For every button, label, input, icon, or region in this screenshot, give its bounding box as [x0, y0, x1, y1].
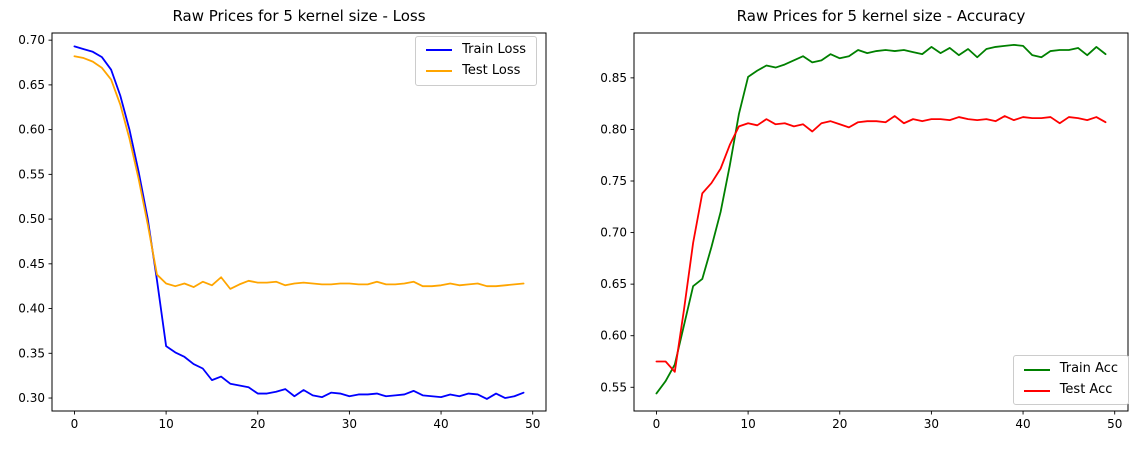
y-tick-label: 0.45 [18, 257, 45, 271]
y-tick-label: 0.75 [600, 174, 627, 188]
legend-item-train-loss: Train Loss [426, 42, 526, 58]
x-tick-label: 20 [250, 417, 265, 431]
x-tick-label: 50 [525, 417, 540, 431]
x-tick-label: 0 [653, 417, 661, 431]
y-tick-label: 0.60 [600, 329, 627, 343]
legend-label-test-loss: Test Loss [462, 62, 521, 78]
legend-label-train-loss: Train Loss [462, 42, 526, 57]
train-acc-line [655, 43, 1107, 395]
x-tick-label: 20 [832, 417, 847, 431]
legend-label-train-acc: Train Acc [1059, 361, 1118, 377]
y-tick-label: 0.65 [600, 277, 627, 291]
train-loss-line [73, 45, 525, 400]
plot-frame [51, 32, 547, 412]
y-tick-label: 0.55 [600, 380, 627, 394]
train-acc-line-swatch [1023, 368, 1050, 371]
chart-title: Raw Prices for 5 kernel size - Loss [172, 7, 425, 25]
legend-item-test-loss: Test Loss [426, 62, 526, 79]
accuracy-subplot: Raw Prices for 5 kernel size - Accuracy 0… [573, 0, 1145, 449]
y-tick-label: 0.55 [18, 167, 45, 181]
x-tick-label: 10 [740, 417, 755, 431]
x-tick-label: 0 [71, 417, 79, 431]
x-tick-label: 50 [1107, 417, 1122, 431]
legend-label-test-acc: Test Acc [1059, 382, 1113, 398]
test-acc-line [655, 115, 1107, 373]
plot-frame [633, 32, 1129, 412]
y-tick-label: 0.60 [18, 123, 45, 137]
y-tick-label: 0.35 [18, 346, 45, 360]
x-tick-label: 10 [158, 417, 173, 431]
y-tick-label: 0.70 [18, 33, 45, 47]
x-tick-label: 40 [433, 417, 448, 431]
x-tick-label: 30 [924, 417, 939, 431]
y-tick-label: 0.85 [600, 71, 627, 85]
accuracy-legend: Train Acc Test Acc [1012, 355, 1129, 405]
x-tick-label: 40 [1015, 417, 1030, 431]
y-tick-label: 0.30 [18, 391, 45, 405]
test-loss-line-swatch [426, 70, 453, 73]
y-tick-label: 0.65 [18, 78, 45, 92]
legend-item-train-acc: Train Acc [1023, 361, 1118, 377]
loss-plot-canvas: Raw Prices for 5 kernel size - Loss 0 10 20… [18, 7, 547, 431]
test-loss-line [73, 55, 525, 290]
accuracy-plot-canvas: Raw Prices for 5 kernel size - Accuracy 0… [600, 7, 1129, 431]
loss-subplot: Raw Prices for 5 kernel size - Loss 0 10 20… [0, 0, 572, 449]
y-tick-label: 0.70 [600, 226, 627, 240]
test-acc-line-swatch [1023, 389, 1050, 392]
chart-title: Raw Prices for 5 kernel size - Accuracy [737, 7, 1026, 25]
y-tick-label: 0.80 [600, 122, 627, 136]
legend-item-test-acc: Test Acc [1023, 382, 1118, 398]
x-tick-label: 30 [342, 417, 357, 431]
loss-legend: Train Loss Test Loss [415, 36, 537, 86]
train-loss-line-swatch [426, 49, 453, 52]
y-tick-label: 0.50 [18, 212, 45, 226]
y-tick-label: 0.40 [18, 302, 45, 316]
